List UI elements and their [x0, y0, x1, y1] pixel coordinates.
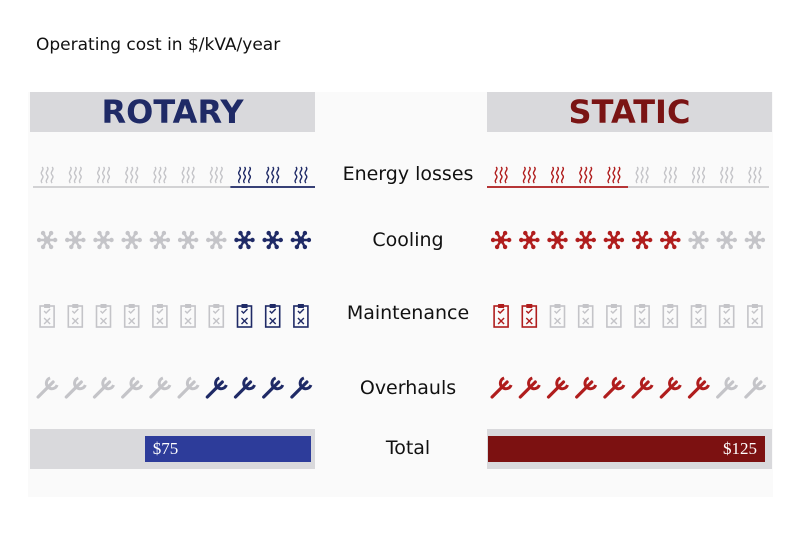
- static-total-track: $125: [487, 429, 772, 469]
- rotary-clipboard-check-icon: [67, 304, 84, 328]
- static-snowflake-icon: [716, 230, 737, 250]
- rotary-clipboard-check-icon: [152, 304, 168, 328]
- static-snowflake-icon: [688, 230, 709, 250]
- rotary-total-bar: $75: [144, 436, 311, 462]
- rotary-snowflake-icon: [177, 230, 199, 250]
- row-label-overhauls: Overhauls: [359, 377, 457, 399]
- static-clipboard-check-icon: [606, 304, 622, 328]
- rotary-clipboard-check-icon: [95, 304, 112, 328]
- static-wrench-icon: [518, 376, 541, 399]
- static-wrench-icon: [659, 376, 682, 399]
- rotary-snowflake-icon: [149, 230, 171, 250]
- row-label-energy-losses: Energy losses: [342, 163, 474, 185]
- static-wrench-icon: [575, 376, 598, 399]
- static-snowflake-icon: [575, 230, 596, 250]
- rotary-clipboard-check-icon: [180, 304, 196, 328]
- rotary-heat-waves-icon: [237, 166, 252, 184]
- rotary-wrench-icon: [64, 376, 87, 399]
- static-wrench-icon: [744, 376, 767, 399]
- rotary-wrench-icon: [92, 376, 115, 399]
- static-wrench-icon: [716, 376, 739, 399]
- static-wrench-icon: [687, 376, 710, 399]
- static-clipboard-check-icon: [549, 304, 566, 328]
- rotary-heat-waves-icon: [209, 166, 223, 184]
- static-clipboard-check-icon: [690, 304, 707, 328]
- rotary-clipboard-check-icon: [123, 304, 140, 328]
- static-snowflake-icon: [547, 230, 568, 250]
- static-clipboard-check-icon: [493, 304, 509, 328]
- rotary-total-track: $75: [30, 429, 315, 469]
- rotary-clipboard-check-icon: [293, 304, 309, 328]
- static-snowflake-icon: [490, 230, 512, 250]
- static-snowflake-icon: [603, 230, 625, 250]
- rotary-snowflake-icon: [290, 230, 312, 250]
- chart-title: Operating cost in $/kVA/year: [36, 35, 281, 55]
- rotary-snowflake-icon: [93, 230, 114, 250]
- static-heat-waves-icon: [579, 166, 593, 184]
- static-clipboard-check-icon: [747, 304, 763, 328]
- row-label-cooling: Cooling: [372, 229, 444, 251]
- static-heat-waves-icon: [691, 166, 706, 184]
- rotary-total-value: $75: [152, 439, 179, 458]
- row-label-total: Total: [385, 437, 431, 459]
- static-heat-waves-icon: [494, 166, 508, 184]
- static-heat-waves-icon: [607, 166, 621, 184]
- static-heat-waves-icon: [663, 166, 677, 184]
- static-wrench-icon: [490, 376, 513, 399]
- static-snowflake-icon: [744, 230, 766, 250]
- rotary-wrench-icon: [177, 376, 200, 399]
- static-clipboard-check-icon: [634, 304, 650, 328]
- rotary-heat-waves-icon: [266, 166, 280, 184]
- rotary-snowflake-icon: [206, 230, 227, 250]
- rotary-snowflake-icon: [36, 230, 58, 250]
- static-clipboard-check-icon: [718, 304, 735, 328]
- rotary-wrench-icon: [290, 376, 313, 399]
- rotary-wrench-icon: [121, 376, 144, 399]
- static-total-bar: $125: [488, 436, 765, 462]
- rotary-heat-waves-icon: [125, 166, 139, 184]
- rotary-snowflake-icon: [121, 230, 142, 250]
- static-snowflake-icon: [631, 230, 653, 250]
- row-label-maintenance: Maintenance: [346, 302, 470, 324]
- rotary-heat-waves-icon: [153, 166, 167, 184]
- rotary-wrench-icon: [36, 376, 59, 399]
- static-wrench-icon: [631, 376, 654, 399]
- static-total-value: $125: [723, 439, 757, 458]
- static-heat-waves-icon: [635, 166, 649, 184]
- static-heat-waves-icon: [550, 166, 565, 184]
- rotary-heat-waves-icon: [68, 166, 82, 184]
- rotary-heat-waves-icon: [294, 166, 308, 184]
- rotary-snowflake-icon: [234, 230, 255, 250]
- static-wrench-icon: [546, 376, 569, 399]
- rotary-snowflake-icon: [262, 230, 283, 250]
- rotary-wrench-icon: [233, 376, 256, 399]
- static-heat-waves-icon: [748, 166, 762, 184]
- rotary-column-header: ROTARY: [30, 92, 315, 132]
- static-clipboard-check-icon: [577, 304, 594, 328]
- static-clipboard-check-icon: [662, 304, 679, 328]
- rotary-clipboard-check-icon: [39, 304, 55, 328]
- static-snowflake-icon: [519, 230, 540, 250]
- static-heat-waves-icon: [522, 166, 536, 184]
- rotary-clipboard-check-icon: [208, 304, 225, 328]
- rotary-heat-waves-icon: [96, 166, 111, 184]
- rotary-snowflake-icon: [65, 230, 86, 250]
- rotary-heat-waves-icon: [40, 166, 54, 184]
- static-wrench-icon: [603, 376, 626, 399]
- static-heat-waves-icon: [720, 166, 734, 184]
- rotary-wrench-icon: [205, 376, 228, 399]
- rotary-wrench-icon: [149, 376, 172, 399]
- static-snowflake-icon: [660, 230, 681, 250]
- rotary-clipboard-check-icon: [264, 304, 281, 328]
- rotary-heat-waves-icon: [181, 166, 195, 184]
- rotary-clipboard-check-icon: [236, 304, 253, 328]
- static-clipboard-check-icon: [521, 304, 538, 328]
- rotary-wrench-icon: [262, 376, 285, 399]
- static-column-header: STATIC: [487, 92, 772, 132]
